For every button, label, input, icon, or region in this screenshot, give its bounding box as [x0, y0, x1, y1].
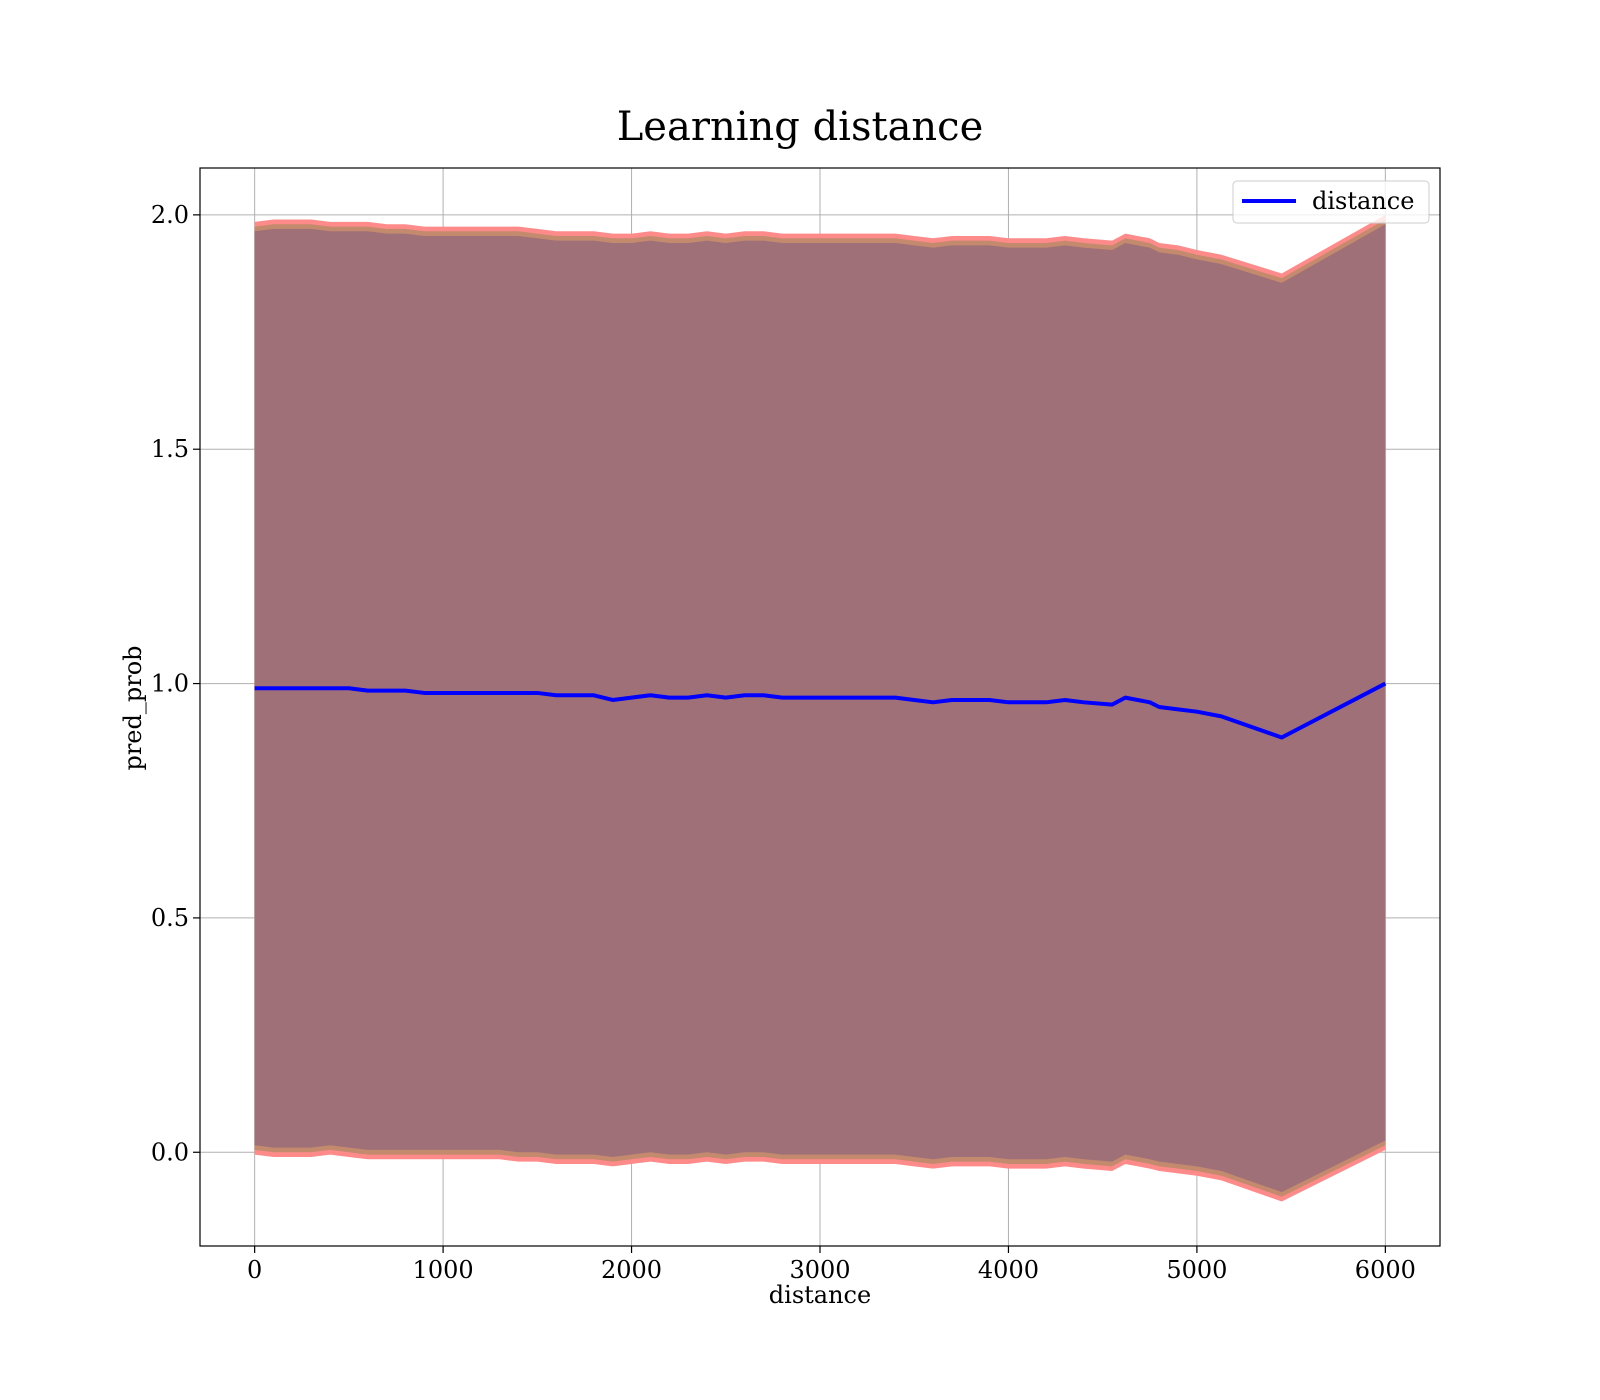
chart-title: Learning distance: [617, 104, 984, 150]
x-tick-label: 3000: [789, 1256, 850, 1284]
x-tick-label: 2000: [601, 1256, 662, 1284]
y-tick-label: 0.0: [151, 1138, 189, 1166]
x-tick-label: 6000: [1355, 1256, 1416, 1284]
x-tick-label: 0: [247, 1256, 262, 1284]
axis-ticks: 0 1000 2000 3000 4000 5000 6000 0.0 0.5 1.0 1.5 2.0: [151, 201, 1416, 1284]
x-axis-label: distance: [769, 1281, 871, 1309]
series-line-distance: [254, 681, 1387, 740]
legend-box: [1232, 180, 1430, 224]
x-tick-label: 1000: [413, 1256, 474, 1284]
x-tick-label: 4000: [978, 1256, 1039, 1284]
y-tick-label: 1.0: [151, 670, 189, 698]
y-tick-label: 0.5: [151, 904, 189, 932]
x-tick-label: 5000: [1166, 1256, 1227, 1284]
y-tick-label: 2.0: [151, 201, 189, 229]
series-lines: [254, 681, 1387, 740]
band-inner: [254, 224, 1386, 1193]
legend-label-distance: distance: [1312, 187, 1414, 215]
legend: distance: [1232, 180, 1430, 224]
confidence-bands: [254, 214, 1386, 1202]
y-tick-label: 1.5: [151, 435, 189, 463]
y-axis-label: pred_prob: [119, 645, 147, 770]
